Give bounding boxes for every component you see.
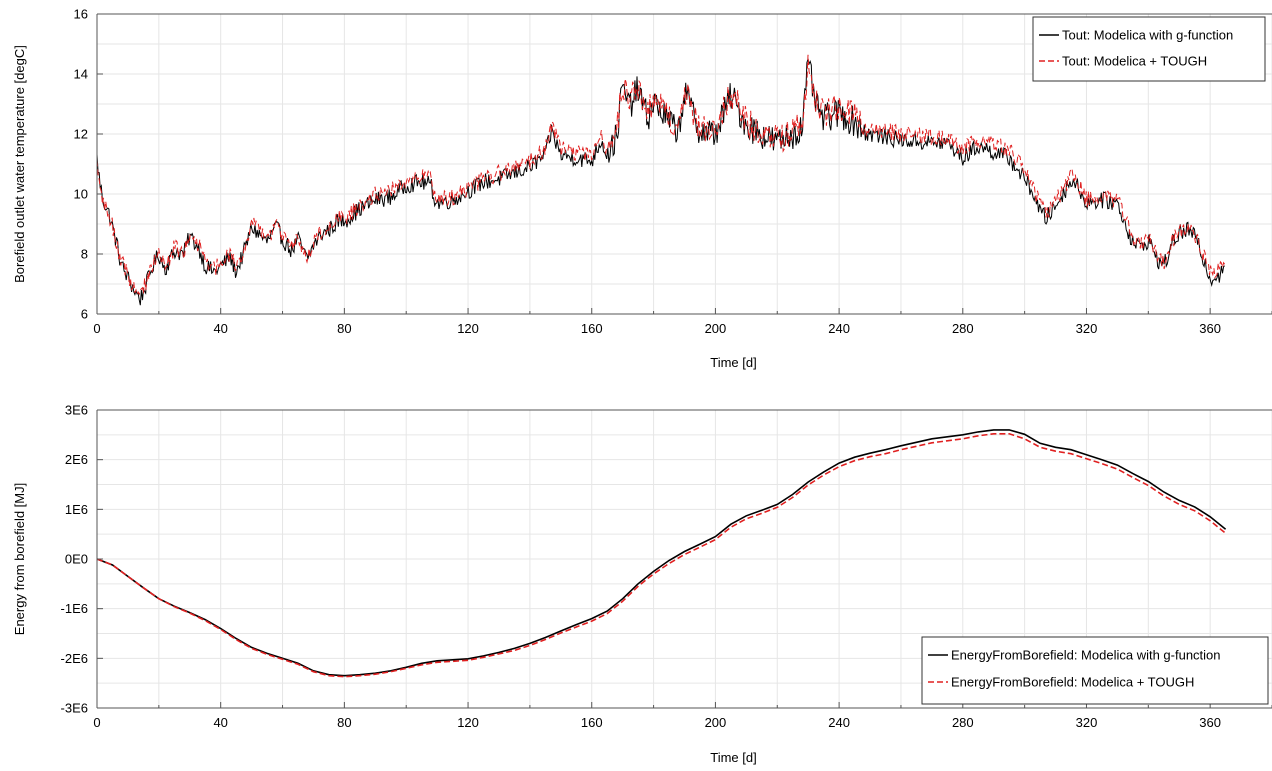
x-tick-label: 120 [457,715,479,730]
x-tick-label: 80 [337,321,351,336]
legend-label: Tout: Modelica with g-function [1062,28,1233,43]
series-line-2 [96,432,1227,678]
x-axis-label: Time [d] [710,750,756,765]
x-tick-label: 0 [93,715,100,730]
x-tick-label: 240 [828,715,850,730]
x-tick-label: 320 [1076,321,1098,336]
series-line-1 [96,429,1227,677]
x-axis-label: Time [d] [710,355,756,370]
x-tick-label: 40 [213,321,227,336]
y-axis-label: Energy from borefield [MJ] [12,483,27,635]
x-tick-label: 200 [705,321,727,336]
y-tick-label: 12 [74,127,88,142]
x-tick-label: 40 [213,715,227,730]
y-tick-label: -2E6 [61,651,88,666]
temperature-chart: 0 40 80 120 160 200 240 280 320 360 6 8 10 12 14 16 Tou… [12,7,1272,370]
x-tick-label: 160 [581,321,603,336]
x-tick-label: 280 [952,715,974,730]
legend-label: EnergyFromBorefield: Modelica + TOUGH [951,675,1194,690]
y-axis-label: Borefield outlet water temperature [degC… [12,45,27,283]
y-tick-label: -1E6 [61,601,88,616]
y-tick-label: 1E6 [65,502,88,517]
x-tick-label: 240 [828,321,850,336]
energy-chart: 0 40 80 120 160 200 240 280 320 360 -3E6 -2E6 -1E6 0E… [12,403,1272,765]
x-tick-label: 360 [1199,715,1221,730]
y-tick-label: 16 [74,7,88,22]
x-tick-label: 360 [1199,321,1221,336]
x-tick-label: 320 [1076,715,1098,730]
x-tick-label: 160 [581,715,603,730]
series-line-2 [96,54,1226,296]
y-tick-label: 8 [81,247,88,262]
y-tick-label: 10 [74,187,88,202]
y-tick-label: 14 [74,67,88,82]
legend [921,636,1269,705]
x-tick-label: 0 [93,321,100,336]
legend-label: EnergyFromBorefield: Modelica with g-fun… [951,648,1221,663]
legend-label: Tout: Modelica + TOUGH [1062,54,1207,69]
x-tick-label: 120 [457,321,479,336]
y-tick-label: 2E6 [65,452,88,467]
x-tick-label: 280 [952,321,974,336]
x-tick-label: 200 [705,715,727,730]
x-tick-label: 80 [337,715,351,730]
y-tick-label: -3E6 [61,701,88,716]
y-tick-label: 0E0 [65,552,88,567]
y-tick-label: 6 [81,307,88,322]
y-tick-label: 3E6 [65,403,88,418]
series-line-1 [96,57,1226,306]
legend [1032,16,1266,82]
